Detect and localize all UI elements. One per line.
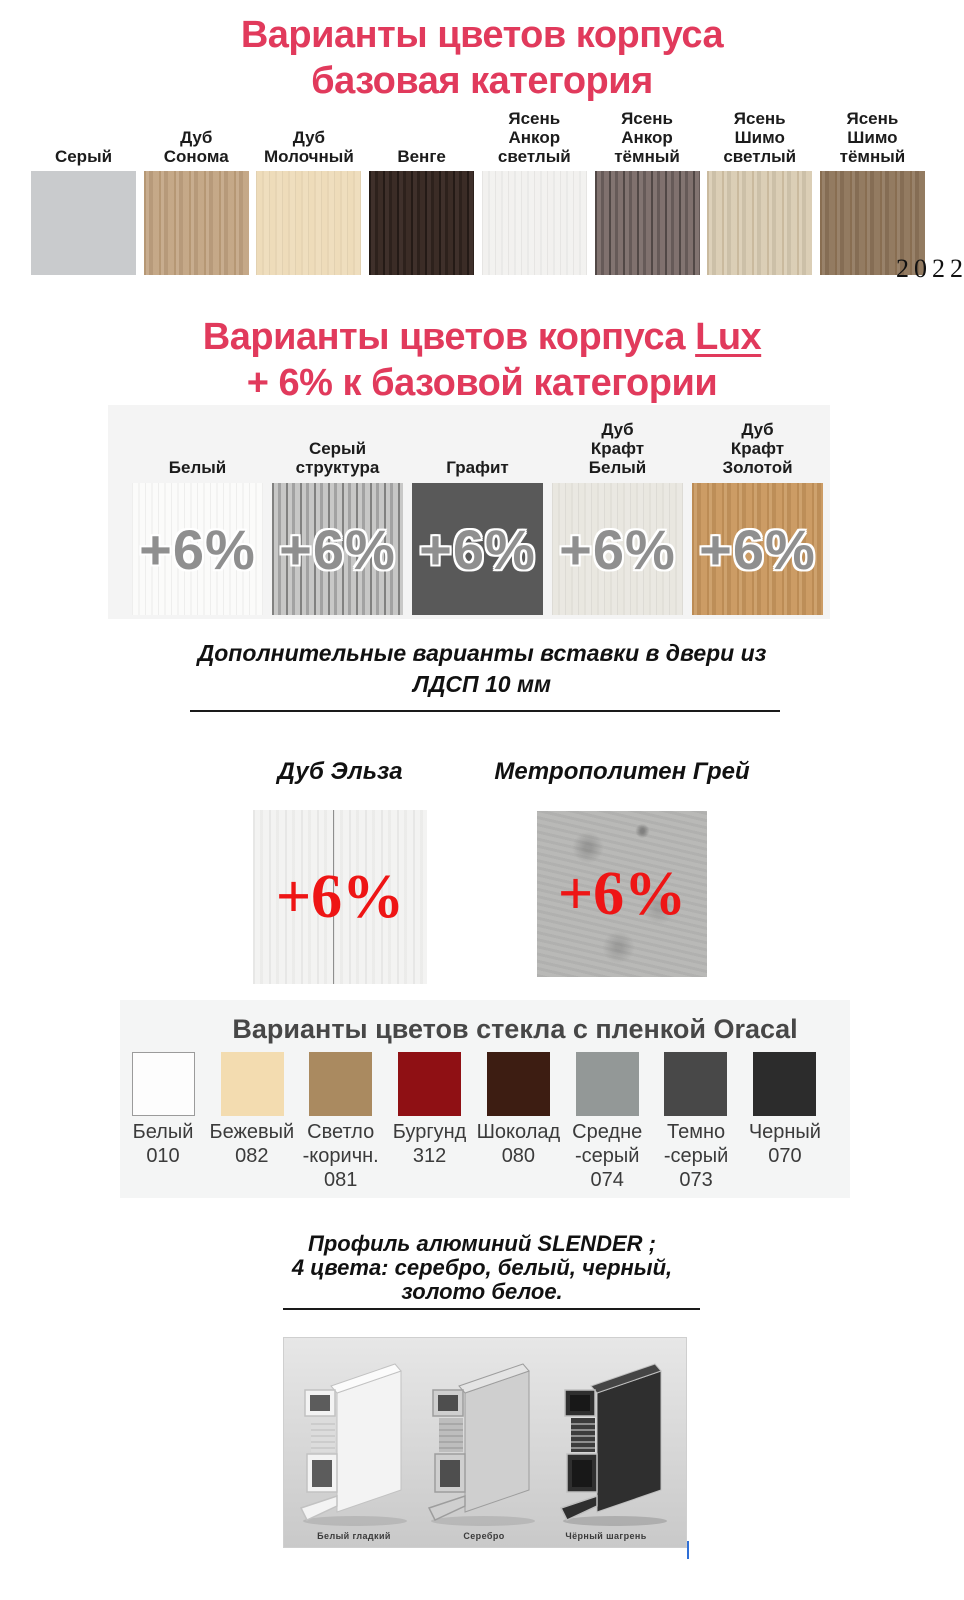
swatch-sery-struktura: +6% bbox=[272, 483, 403, 615]
profile-image-black bbox=[559, 1363, 667, 1526]
plus6-badge: +6% bbox=[279, 517, 396, 581]
plus6-red-badge: +6% bbox=[275, 862, 405, 931]
lux-swatch-label: Дуб Крафт Белый bbox=[588, 420, 647, 477]
profile-image-white bbox=[299, 1363, 407, 1526]
plus6-red-badge: +6% bbox=[557, 859, 687, 928]
lux-section-title: Варианты цветов корпуса Lux + 6% к базов… bbox=[0, 314, 964, 406]
oracal-label: Светло -коричн. 081 bbox=[302, 1121, 379, 1191]
base-swatch-label: Ясень Анкор светлый bbox=[497, 109, 571, 166]
base-swatch-label: Дуб Сонома bbox=[163, 128, 229, 166]
oracal-swatch-row bbox=[132, 1052, 816, 1116]
lux-panel: Белый Серый структура Графит Дуб Крафт Б… bbox=[108, 405, 830, 619]
oracal-swatch-bezhevy-082 bbox=[220, 1052, 284, 1116]
base-swatch-label: Ясень Шимо светлый bbox=[723, 109, 797, 166]
base-swatch-label: Серый bbox=[54, 147, 113, 166]
oracal-swatch-sredne-sery-074 bbox=[575, 1052, 639, 1116]
oracal-swatch-burgund-312 bbox=[398, 1052, 462, 1116]
oracal-label: Бургунд 312 bbox=[392, 1121, 467, 1167]
oracal-label: Белый 010 bbox=[132, 1121, 194, 1167]
swatch-yasen-shimo-temny bbox=[819, 171, 925, 275]
oracal-label: Средне -серый 074 bbox=[572, 1121, 643, 1191]
oracal-swatch-cherny-070 bbox=[752, 1052, 816, 1116]
base-section-title: Варианты цветов корпуса базовая категори… bbox=[240, 14, 724, 102]
oracal-swatch-svetlo-korichn-081 bbox=[309, 1052, 373, 1116]
swatch-dub-kraft-zolotoy: +6% bbox=[692, 483, 823, 615]
base-swatch-label: Венге bbox=[397, 147, 446, 166]
plus6-badge: +6% bbox=[699, 517, 816, 581]
oracal-label: Шоколад 080 bbox=[476, 1121, 561, 1167]
oracal-label: Черный 070 bbox=[748, 1121, 821, 1167]
insert-label-metropoliten-grey: Метрополитен Грей bbox=[494, 758, 750, 785]
base-swatch-label: Ясень Шимо тёмный bbox=[839, 109, 906, 166]
lux-swatch-label: Графит bbox=[446, 458, 509, 477]
insert-swatch-dub-elza: +6% bbox=[253, 810, 427, 984]
lux-title-line2: + 6% к базовой категории bbox=[246, 362, 718, 404]
profile-image-silver bbox=[427, 1363, 535, 1526]
oracal-label: Темно -серый 073 bbox=[663, 1121, 729, 1191]
insert-swatch-metropoliten-grey: +6% bbox=[537, 811, 707, 977]
lux-title-line1: Варианты цветов корпуса Lux bbox=[0, 314, 964, 360]
swatch-yasen-ankor-temny bbox=[594, 171, 700, 275]
swatch-dub-sonoma bbox=[143, 171, 249, 275]
profile-label-black: Чёрный шагрень bbox=[565, 1531, 647, 1541]
lux-swatch-label: Белый bbox=[168, 458, 227, 477]
lux-word: Lux bbox=[695, 316, 762, 358]
oracal-label: Бежевый 082 bbox=[209, 1121, 295, 1167]
plus6-badge: +6% bbox=[559, 517, 676, 581]
divider-line bbox=[190, 710, 780, 712]
swatch-grafit: +6% bbox=[412, 483, 543, 615]
swatch-gray bbox=[31, 171, 136, 275]
base-swatch-label: Дуб Молочный bbox=[264, 128, 354, 166]
oracal-label-row: Белый 010 Бежевый 082 Светло -коричн. 08… bbox=[119, 1120, 829, 1192]
base-swatch-label: Ясень Анкор тёмный bbox=[614, 109, 680, 166]
lux-swatch-label: Дуб Крафт Золотой bbox=[722, 420, 793, 477]
profile-photo: Белый гладкий Серебро Чёрный шагрень bbox=[283, 1337, 687, 1548]
swatch-dub-molochny bbox=[256, 171, 362, 275]
inserts-section-title: Дополнительные варианты вставки в двери … bbox=[197, 640, 767, 697]
year-note: 2022 bbox=[896, 254, 964, 283]
plus6-badge: +6% bbox=[139, 517, 256, 581]
oracal-swatch-temno-sery-073 bbox=[664, 1052, 728, 1116]
base-label-row: Серый Дуб Сонома Дуб Молочный Венге Ясен… bbox=[31, 109, 925, 166]
swatch-yasen-ankor-svetly bbox=[481, 171, 587, 275]
insert-label-dub-elza: Дуб Эльза bbox=[277, 758, 403, 785]
lux-label-row: Белый Серый структура Графит Дуб Крафт Б… bbox=[132, 411, 823, 477]
oracal-panel: Варианты цветов стекла с пленкой Oracal … bbox=[120, 1000, 850, 1198]
oracal-title: Варианты цветов стекла с пленкой Oracal bbox=[232, 1014, 798, 1044]
lux-title-prefix: Варианты цветов корпуса bbox=[202, 316, 696, 358]
lux-swatch-row: +6% +6% +6% +6% +6% bbox=[132, 483, 823, 615]
text-cursor bbox=[687, 1541, 689, 1559]
profile-label-silver: Серебро bbox=[463, 1531, 505, 1541]
swatch-bely: +6% bbox=[132, 483, 263, 615]
oracal-swatch-shokolad-080 bbox=[486, 1052, 550, 1116]
profile-label-white: Белый гладкий bbox=[317, 1531, 391, 1541]
lux-swatch-label: Серый структура bbox=[295, 439, 380, 477]
swatch-venge bbox=[369, 171, 475, 275]
divider-line bbox=[283, 1308, 700, 1310]
plus6-badge: +6% bbox=[419, 517, 536, 581]
profile-section-title: Профиль алюминий SLENDER ; 4 цвета: сере… bbox=[291, 1231, 673, 1304]
swatch-dub-kraft-bely: +6% bbox=[552, 483, 683, 615]
base-swatch-row bbox=[31, 171, 925, 275]
oracal-swatch-bely-010 bbox=[132, 1052, 195, 1116]
swatch-yasen-shimo-svetly bbox=[707, 171, 813, 275]
